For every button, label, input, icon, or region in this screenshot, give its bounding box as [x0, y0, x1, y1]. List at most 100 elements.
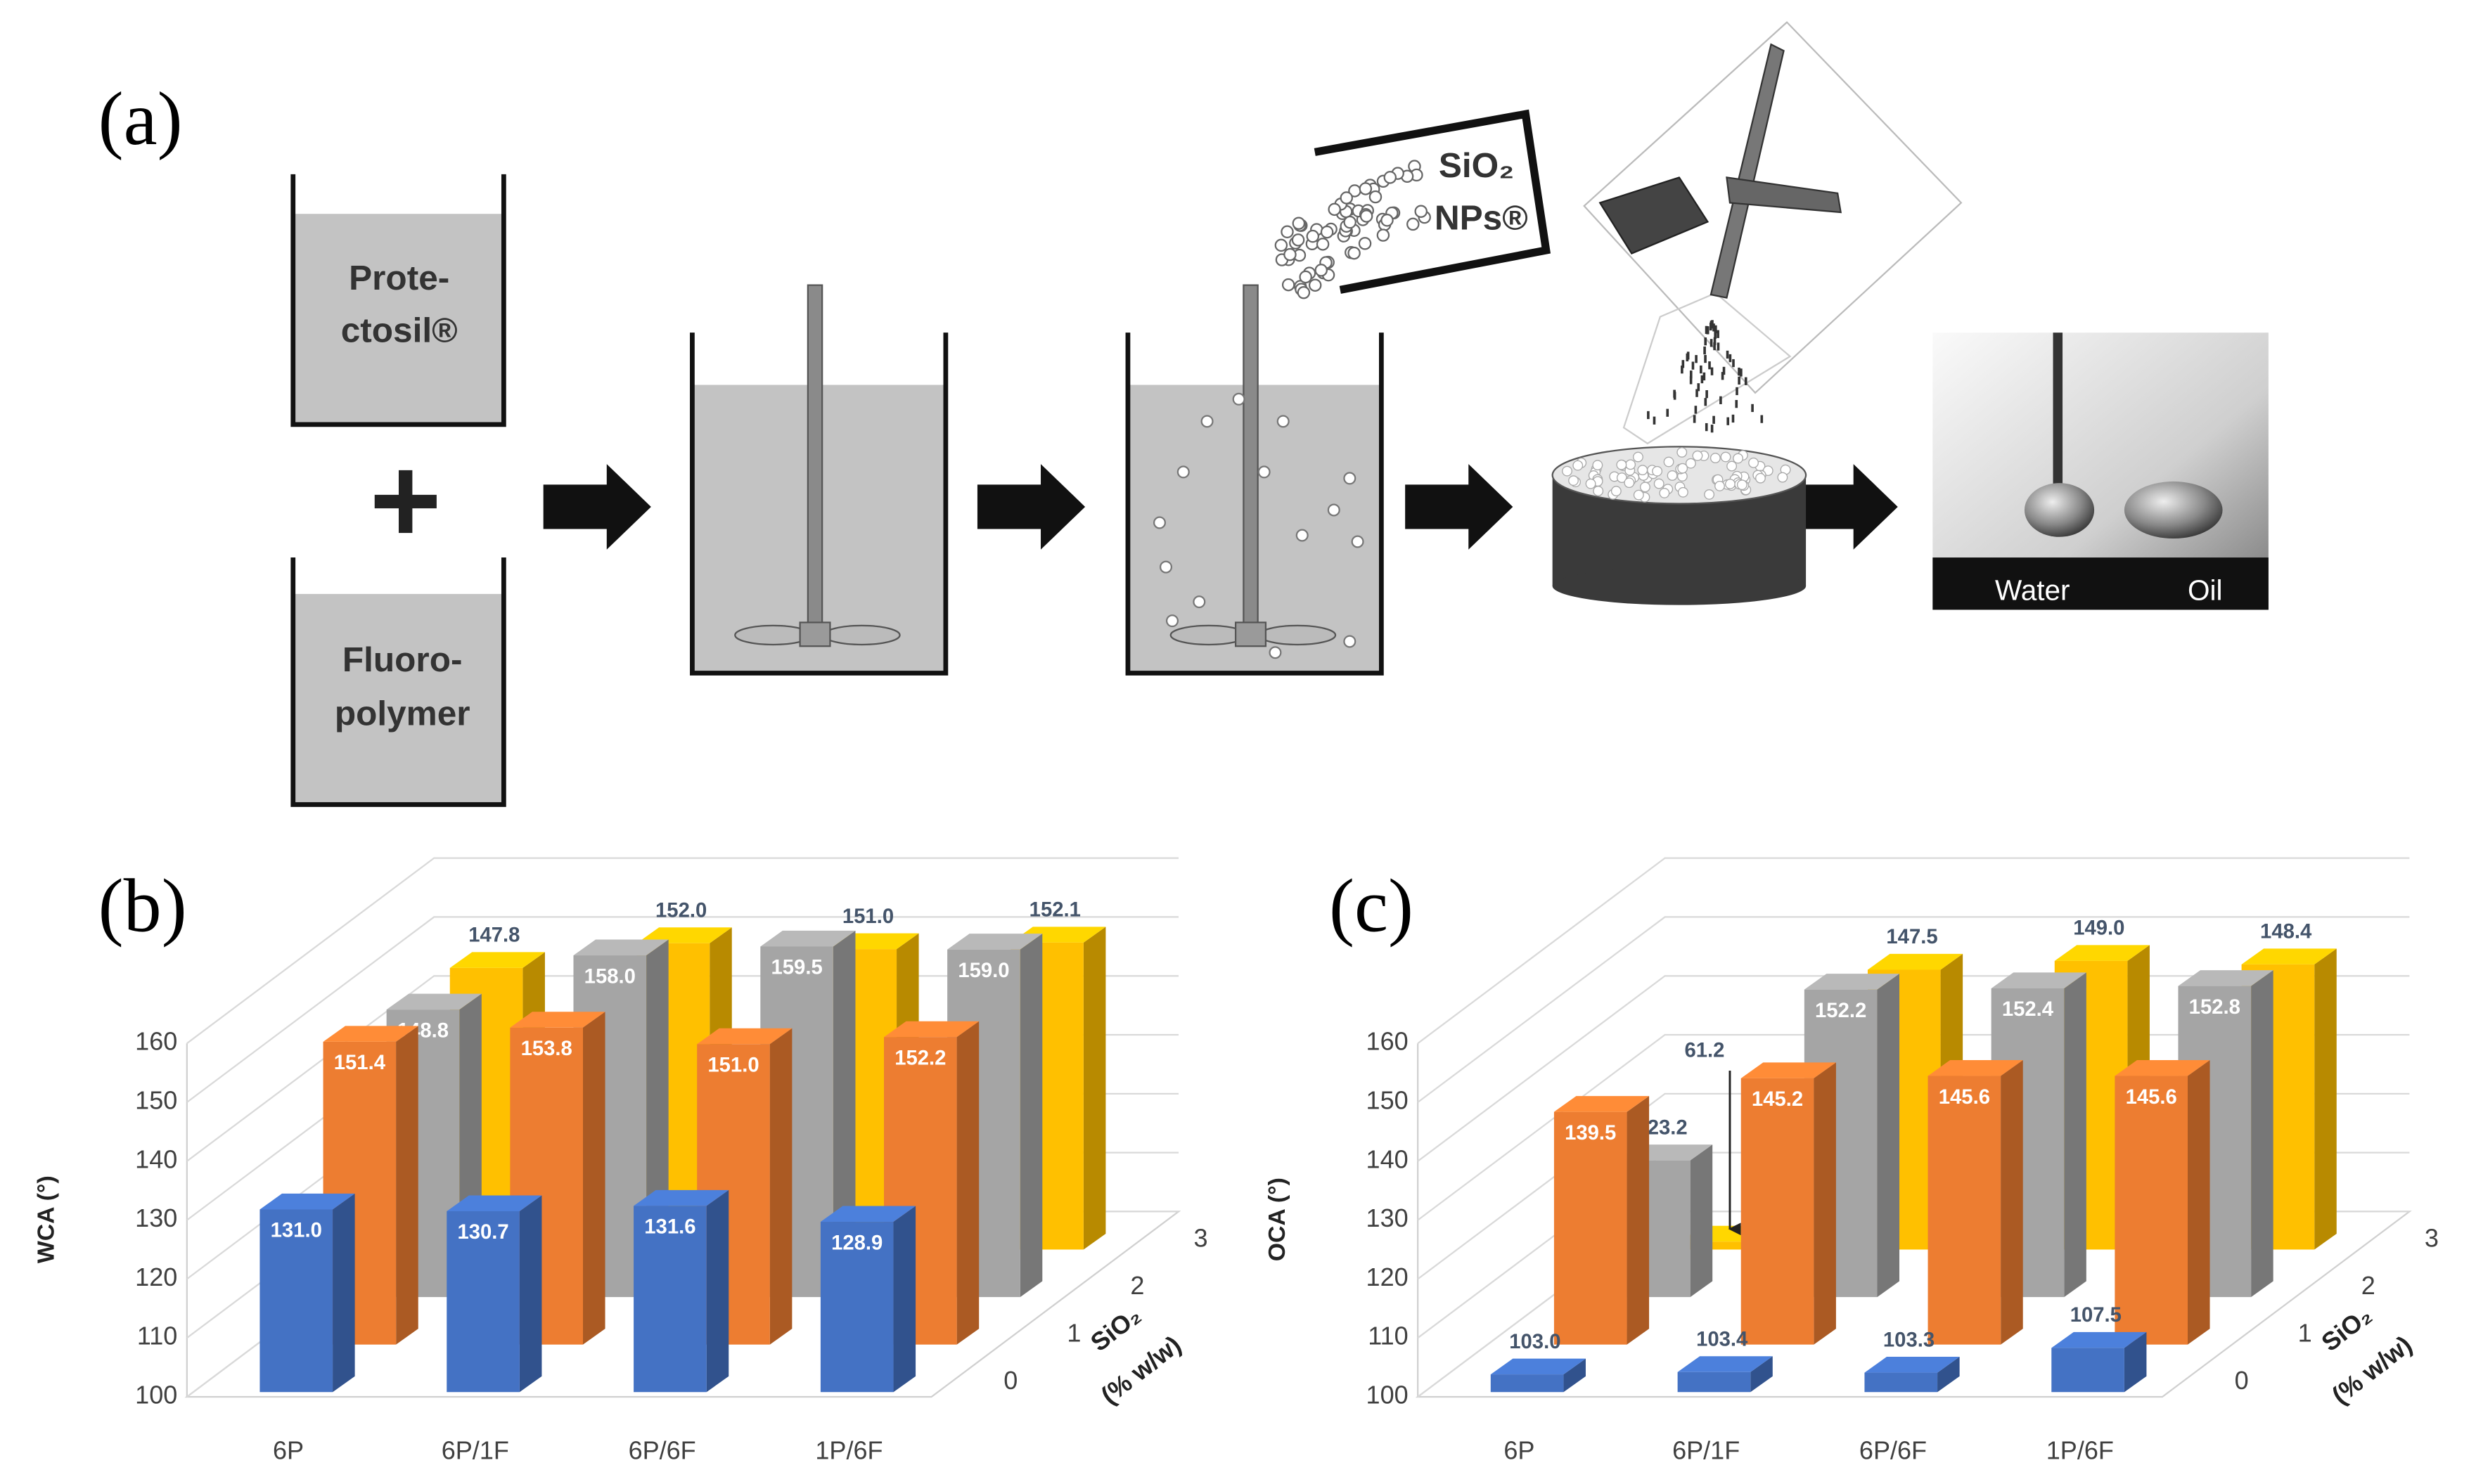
photo-label: Water	[1995, 574, 2070, 606]
nanoparticle	[1343, 215, 1356, 229]
grid-line	[1417, 975, 2410, 1162]
value-label: 103.0	[1509, 1330, 1560, 1353]
bar-top	[2241, 948, 2337, 964]
water-droplet	[2024, 483, 2095, 537]
bar-side	[769, 1028, 793, 1345]
coating-particle	[1572, 460, 1584, 471]
grid-line	[1417, 1033, 2410, 1221]
value-label: 152.1	[1029, 898, 1081, 922]
depth-tick-label: 0	[1003, 1366, 1018, 1395]
value-label: 151.4	[334, 1051, 386, 1074]
spray-droplet	[1736, 387, 1738, 396]
spray-droplet	[1721, 372, 1724, 380]
nanoparticle	[1347, 246, 1361, 260]
y-tick-label: 120	[135, 1263, 177, 1291]
value-label: 139.5	[1565, 1121, 1616, 1144]
x-tick-label: 1P/6F	[815, 1435, 883, 1464]
panel-label: (c)	[1329, 865, 1413, 948]
nanoparticle	[1359, 209, 1373, 223]
value-label: 147.5	[1886, 925, 1937, 948]
bar-top	[2115, 1059, 2210, 1076]
coating-particle	[1653, 478, 1664, 489]
y-tick-label: 140	[135, 1144, 177, 1173]
bar	[1681, 1241, 1754, 1250]
spray-droplet	[1713, 342, 1716, 351]
bar-top	[760, 930, 856, 947]
value-label: 153.8	[521, 1037, 572, 1060]
nanoparticle	[1351, 535, 1364, 548]
y-tick-label: 120	[1366, 1263, 1409, 1291]
y-tick-label: 110	[137, 1322, 177, 1350]
nanoparticle	[1316, 238, 1330, 251]
bar-side	[706, 1189, 729, 1393]
depth-tick-label: 3	[2425, 1223, 2439, 1252]
nanoparticle	[1380, 214, 1394, 227]
spray-droplet	[1712, 415, 1715, 424]
stirrer-rod	[1243, 284, 1259, 631]
paddle	[1258, 624, 1337, 646]
spray-gun	[1598, 176, 1710, 254]
bar-side	[1877, 974, 1900, 1298]
nanoparticle	[1306, 229, 1320, 243]
nanoparticle	[1281, 278, 1295, 292]
nanoparticle	[1283, 247, 1297, 262]
bar-top	[1927, 1059, 2023, 1076]
spray-droplet	[1695, 389, 1698, 397]
spray-droplet	[1712, 323, 1715, 332]
bar-top	[1740, 1062, 1836, 1078]
y-tick-label: 110	[1368, 1322, 1408, 1350]
x-tick-label: 6P/1F	[442, 1435, 509, 1464]
beaker	[690, 333, 949, 676]
nanoparticle	[1291, 233, 1305, 247]
spray-droplet	[1710, 339, 1713, 347]
bar-side	[1750, 1356, 1773, 1393]
nanoparticle	[1358, 237, 1372, 250]
beaker-text: ctosil®	[341, 310, 458, 349]
depth-tick-label: 1	[2298, 1319, 2312, 1348]
nanoparticle	[1200, 415, 1214, 428]
nanoparticle	[1276, 415, 1290, 428]
spray-droplet	[1731, 414, 1735, 423]
x-tick-label: 6P/1F	[1672, 1435, 1740, 1464]
bar-side	[2188, 1059, 2210, 1345]
paddle	[823, 624, 901, 646]
spray-droplet	[1704, 398, 1707, 406]
bar-top	[573, 939, 669, 956]
depth-tick-label: 0	[2235, 1366, 2249, 1395]
value-label: 152.2	[894, 1046, 946, 1069]
value-label: 147.8	[468, 924, 520, 947]
bar	[1677, 1372, 1751, 1393]
nanoparticle	[1376, 228, 1390, 242]
bar-side	[1814, 1062, 1836, 1345]
coating-particle	[1726, 460, 1738, 472]
coating-particle	[1625, 459, 1636, 470]
coating-particle	[1610, 486, 1622, 497]
x-tick-label: 6P	[273, 1435, 304, 1464]
coating-particle	[1733, 453, 1744, 464]
value-label: 159.0	[958, 959, 1009, 982]
bar	[820, 1222, 894, 1393]
nanoparticle	[1314, 264, 1328, 277]
process-arrow	[977, 464, 1086, 550]
value-label: 103.4	[1696, 1327, 1748, 1350]
spray-droplet	[1732, 359, 1735, 368]
spray-droplet	[1702, 372, 1706, 381]
value-label: 131.0	[271, 1219, 322, 1242]
value-label: 158.0	[584, 964, 636, 988]
spray-droplet	[1713, 337, 1717, 345]
value-label: 159.5	[771, 956, 822, 979]
bar-side	[583, 1012, 605, 1345]
stirrer-hub	[799, 621, 831, 647]
value-label: 151.0	[842, 905, 894, 928]
bar	[1740, 1078, 1814, 1345]
coating-particle	[1640, 482, 1650, 493]
value-label: 152.4	[2002, 998, 2054, 1021]
y-tick-label: 160	[135, 1027, 177, 1056]
bar-top	[697, 1028, 793, 1045]
process-arrow	[1790, 464, 1898, 550]
y-axis-label: OCA (°)	[1264, 1177, 1290, 1261]
spray-droplet	[1653, 416, 1656, 425]
value-label: 148.4	[2260, 920, 2312, 943]
bar-side	[956, 1021, 980, 1345]
nanoparticle	[1292, 217, 1306, 230]
